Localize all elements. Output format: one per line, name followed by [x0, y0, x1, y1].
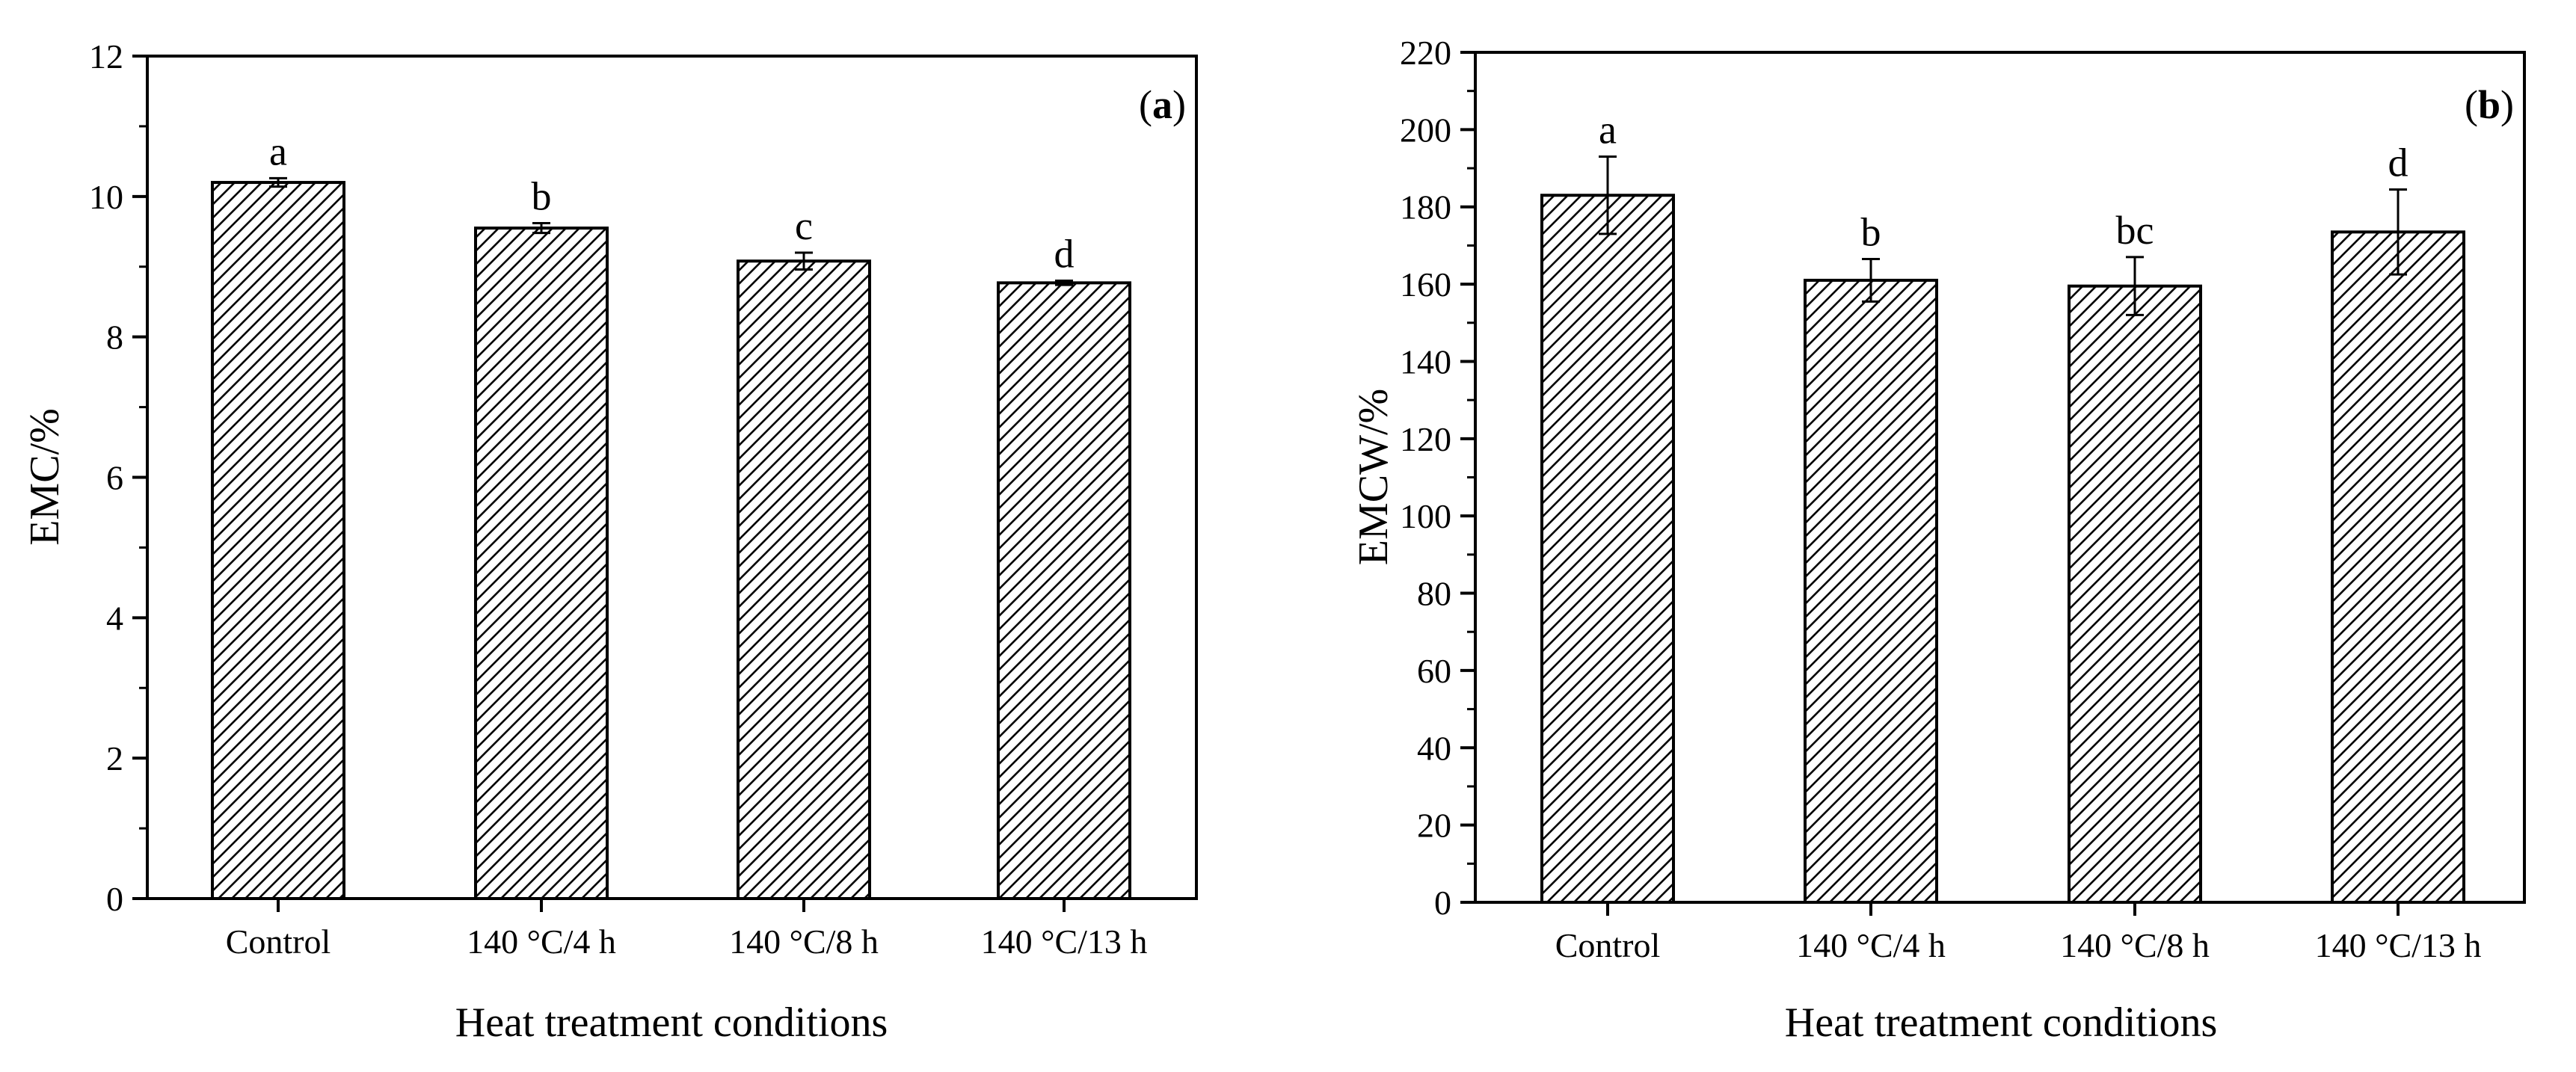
significance-label: d	[1054, 232, 1075, 277]
bar	[737, 259, 871, 900]
y-tick-label: 140	[1400, 342, 1451, 381]
category-label: 140 °C/4 h	[1796, 926, 1946, 964]
y-tick-label: 100	[1400, 497, 1451, 535]
bar	[211, 181, 345, 901]
y-axis-title-a: EMC/%	[22, 408, 68, 546]
significance-label: b	[1861, 209, 1881, 254]
error-bar	[269, 176, 287, 188]
significance-labels-b: a b bc d	[1599, 108, 2408, 255]
y-tick-label: 180	[1400, 188, 1451, 227]
category-label: 140 °C/13 h	[981, 922, 1148, 961]
category-label: Control	[1555, 926, 1661, 964]
x-axis-title-a: Heat treatment conditions	[455, 999, 888, 1046]
y-tick-label: 60	[1417, 652, 1451, 690]
error-bars-b	[1599, 155, 2407, 316]
category-label: 140 °C/8 h	[2060, 926, 2210, 964]
y-tick-label: 8	[106, 318, 123, 357]
bar	[1540, 194, 1675, 904]
panel-letter-a: a	[1152, 82, 1172, 127]
y-tick-label: 10	[89, 178, 123, 216]
x-axis-title-b: Heat treatment conditions	[1785, 999, 2217, 1046]
error-bar	[532, 222, 550, 235]
category-label: Control	[226, 922, 331, 961]
y-tick-label: 80	[1417, 575, 1451, 613]
category-label: 140 °C/4 h	[467, 922, 616, 961]
y-tick-label: 2	[106, 739, 123, 777]
error-bar	[2389, 188, 2407, 276]
significance-label: a	[1599, 108, 1617, 153]
y-ticks-b: 0 20 40 60 80 100 120 140 160 180 200 220	[1400, 34, 2400, 922]
bar	[474, 227, 609, 900]
y-tick-label: 0	[106, 880, 123, 918]
bar	[2331, 230, 2465, 905]
y-tick-label: 200	[1400, 111, 1451, 149]
significance-label: a	[269, 129, 287, 173]
significance-label: d	[2388, 140, 2409, 185]
bar	[2068, 284, 2202, 904]
y-ticks-a: 0 2 4 6 8 10 12	[89, 37, 1066, 918]
category-label: 140 °C/8 h	[729, 922, 879, 961]
error-bar	[795, 251, 813, 271]
significance-label: b	[532, 174, 552, 219]
y-tick-label: 6	[106, 459, 123, 497]
category-labels-b: Control 140 °C/4 h 140 °C/8 h 140 °C/13 h	[1555, 926, 2482, 964]
y-tick-label: 120	[1400, 420, 1451, 458]
y-tick-label: 12	[89, 37, 123, 76]
error-bar	[1055, 280, 1073, 286]
bars-b	[1540, 194, 2465, 905]
significance-label: bc	[2116, 208, 2154, 253]
error-bars-a	[269, 176, 1073, 286]
y-tick-label: 20	[1417, 807, 1451, 845]
bars-a	[211, 181, 1131, 901]
panel-b: 0 20 40 60 80 100 120 140 160 180 200 220 a b bc d Con…	[1350, 34, 2526, 1046]
y-tick-label: 0	[1434, 884, 1451, 922]
panel-tag-b: (b)	[2465, 82, 2514, 127]
bar	[1804, 278, 1938, 904]
y-tick-label: 160	[1400, 265, 1451, 304]
error-bar	[1599, 155, 1617, 235]
significance-label: c	[795, 203, 813, 248]
error-bar	[1862, 257, 1880, 303]
panel-a: 0 2 4 6 8 10 12 a b c d Control 140 °C/4 h 140 °C/8…	[22, 37, 1198, 1046]
panel-tag-a: (a)	[1139, 82, 1186, 127]
category-labels-a: Control 140 °C/4 h 140 °C/8 h 140 °C/13 h	[226, 922, 1148, 961]
y-tick-label: 4	[106, 599, 123, 637]
error-bar	[2126, 256, 2144, 316]
significance-labels-a: a b c d	[269, 129, 1074, 276]
category-label: 140 °C/13 h	[2315, 926, 2482, 964]
y-tick-label: 220	[1400, 34, 1451, 72]
y-tick-label: 40	[1417, 729, 1451, 767]
bar	[997, 281, 1131, 900]
panel-letter-b: b	[2478, 82, 2500, 127]
y-axis-title-b: EMCW/%	[1350, 389, 1397, 565]
